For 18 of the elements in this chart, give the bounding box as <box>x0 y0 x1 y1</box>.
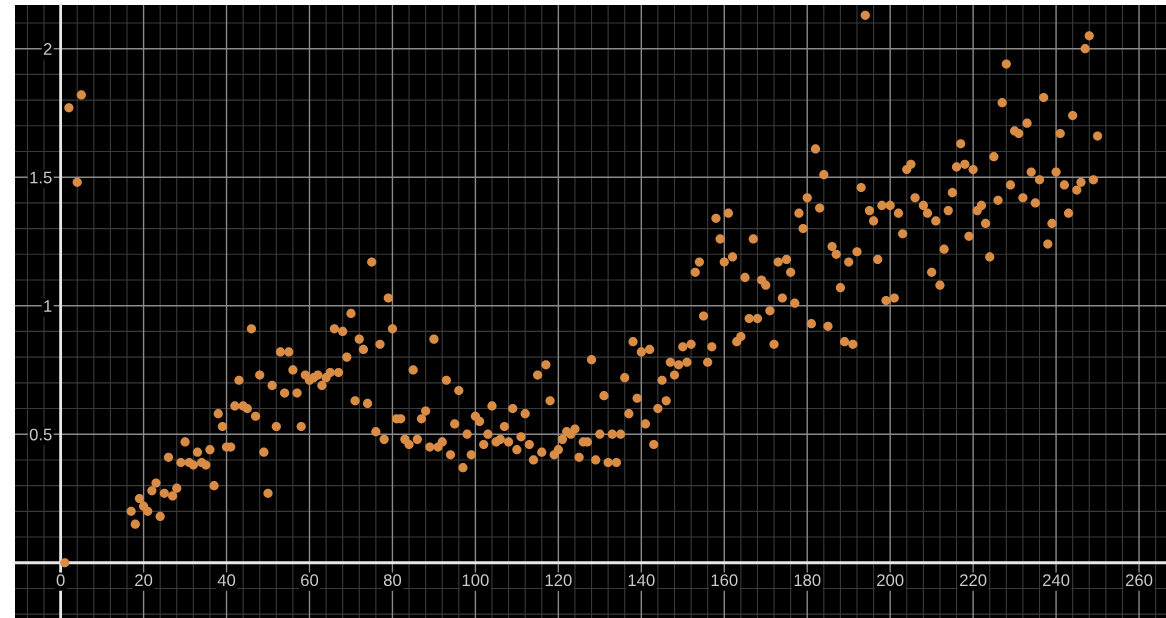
x-tick-label: 20 <box>135 574 153 587</box>
x-tick-label: 120 <box>545 574 572 587</box>
x-tick-label: 80 <box>383 574 402 587</box>
x-tick-label: 40 <box>217 574 236 587</box>
x-tick-label: 180 <box>794 574 821 587</box>
x-tick-label: 160 <box>711 574 738 587</box>
x-tick-label: 140 <box>628 574 655 587</box>
x-tick-label: 200 <box>877 574 904 587</box>
x-tick-label: 260 <box>1125 574 1153 587</box>
y-tick-label: 1.5 <box>30 171 52 184</box>
x-tick-label: 0 <box>56 574 65 587</box>
x-tick-label: 60 <box>301 574 319 587</box>
y-tick-label: 0.5 <box>29 428 52 441</box>
y-tick-label: 1 <box>44 300 52 312</box>
x-tick-label: 240 <box>1043 574 1070 587</box>
y-tick-label: 2 <box>43 43 52 55</box>
x-tick-label: 220 <box>960 574 987 587</box>
x-tick-label: 100 <box>462 574 489 587</box>
